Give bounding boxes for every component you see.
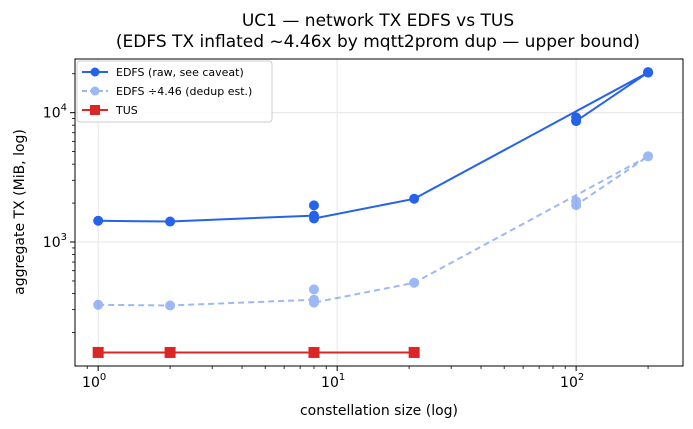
x-tick-label: 102: [560, 372, 584, 391]
data-point-marker: [408, 346, 420, 358]
data-point-marker: [308, 200, 319, 211]
legend-swatch-marker: [90, 67, 100, 77]
axis-ticks: 100 101 102 103 104: [43, 103, 584, 391]
legend-swatch: [82, 86, 108, 96]
data-point-marker: [308, 297, 319, 308]
data-point-marker: [643, 151, 654, 162]
legend-swatch-marker: [90, 105, 100, 115]
series: [92, 67, 654, 358]
legend-label: EDFS (raw, see caveat): [116, 66, 244, 79]
legend-swatch-marker: [90, 86, 100, 96]
data-point-marker: [571, 196, 582, 207]
chart-title-line-2: (EDFS TX inflated ~4.46x by mqtt2prom du…: [116, 32, 640, 52]
y-tick-label: 103: [43, 232, 67, 251]
x-axis-label: constellation size (log): [300, 403, 458, 419]
series-line: [98, 155, 650, 307]
data-point-marker: [92, 346, 104, 358]
data-point-marker: [93, 299, 104, 310]
legend-swatch: [82, 105, 108, 115]
series-3: [92, 346, 420, 358]
legend: EDFS (raw, see caveat) EDFS ÷4.46 (dedup …: [76, 60, 273, 123]
chart-title-line-1: UC1 — network TX EDFS vs TUS: [242, 11, 514, 31]
x-tick-label: 100: [82, 372, 106, 391]
legend-swatch: [82, 67, 108, 77]
data-point-marker: [165, 300, 176, 311]
series-2: [93, 151, 654, 311]
series-1: [93, 67, 654, 227]
data-point-marker: [571, 200, 582, 211]
data-point-marker: [308, 213, 319, 224]
data-point-marker: [308, 284, 319, 295]
legend-box: [76, 60, 273, 123]
data-point-marker: [93, 215, 104, 226]
data-point-marker: [643, 67, 654, 78]
data-point-marker: [308, 346, 320, 358]
y-axis-label: aggregate TX (MiB, log): [12, 129, 28, 295]
data-point-marker: [409, 193, 420, 204]
legend-label: TUS: [115, 104, 138, 117]
data-point-marker: [164, 346, 176, 358]
data-point-marker: [165, 216, 176, 227]
plot-area-frame: [74, 58, 684, 367]
legend-label: EDFS ÷4.46 (dedup est.): [116, 85, 252, 98]
data-point-marker: [571, 115, 582, 126]
y-tick-label: 104: [43, 103, 67, 122]
data-point-marker: [409, 277, 420, 288]
data-point-marker: [308, 294, 319, 305]
x-tick-label: 101: [321, 372, 345, 391]
